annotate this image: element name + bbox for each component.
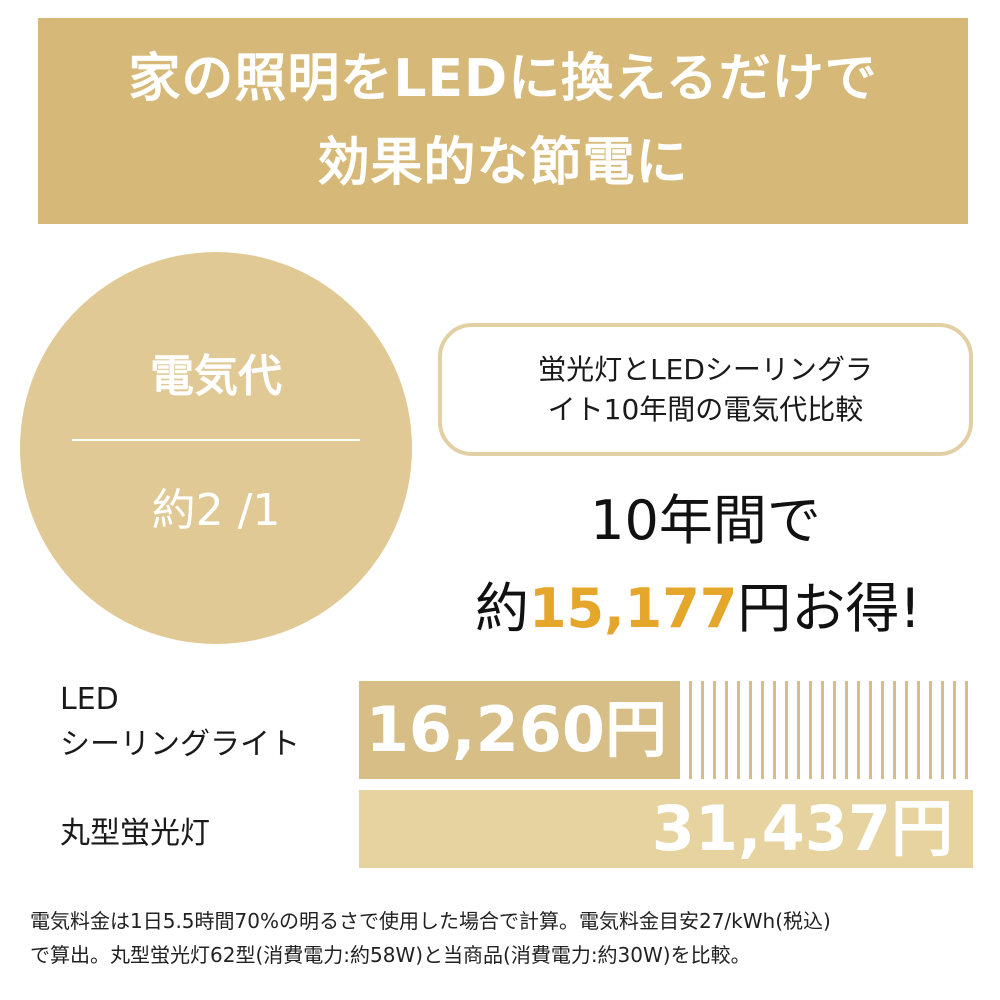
bar-label-led-line-1: LED xyxy=(60,682,119,717)
bar-value-fluorescent: 31,437円 xyxy=(651,792,953,865)
savings-statement: 約15,177円お得! xyxy=(408,574,988,644)
footnote-line-2: で算出。丸型蛍光灯62型(消費電力:約58W)と当商品(消費電力:約30W)を比… xyxy=(30,943,751,967)
savings-amount: 15,177 xyxy=(528,577,738,640)
headline-line-1: 家の照明をLEDに換えるだけで xyxy=(128,49,878,109)
headline-banner: 家の照明をLEDに換えるだけで 効果的な節電に xyxy=(38,18,968,224)
bar-led-savings-stripes xyxy=(677,681,973,779)
comparison-caption-box: 蛍光灯とLEDシーリングラ イト10年間の電気代比較 xyxy=(438,323,973,456)
headline-line-2: 効果的な節電に xyxy=(317,133,689,193)
circle-divider xyxy=(72,439,360,441)
bar-fluorescent xyxy=(359,790,973,868)
cost-ratio-circle: 電気代 約2 /1 xyxy=(20,252,412,644)
bar-value-led: 16,260円 xyxy=(365,693,667,766)
circle-ratio: 約2 /1 xyxy=(151,485,281,536)
savings-period: 10年間で xyxy=(590,489,821,552)
savings-prefix: 約 xyxy=(474,577,529,640)
savings-suffix: 円お得! xyxy=(737,577,922,640)
cost-bar-chart: 16,260円 31,437円 xyxy=(359,681,973,881)
bar-label-led-line-2: シーリングライト xyxy=(60,727,300,762)
bar-label-fluorescent: 丸型蛍光灯 xyxy=(60,816,210,851)
footnote-line-1: 電気料金は1日5.5時間70%の明るさで使用した場合で計算。電気料金目安27/k… xyxy=(30,909,831,933)
circle-title: 電気代 xyxy=(150,351,282,402)
comparison-caption-line-1: 蛍光灯とLEDシーリングラ xyxy=(538,352,873,386)
comparison-caption-line-2: イト10年間の電気代比較 xyxy=(547,392,864,426)
bar-led xyxy=(359,681,677,779)
